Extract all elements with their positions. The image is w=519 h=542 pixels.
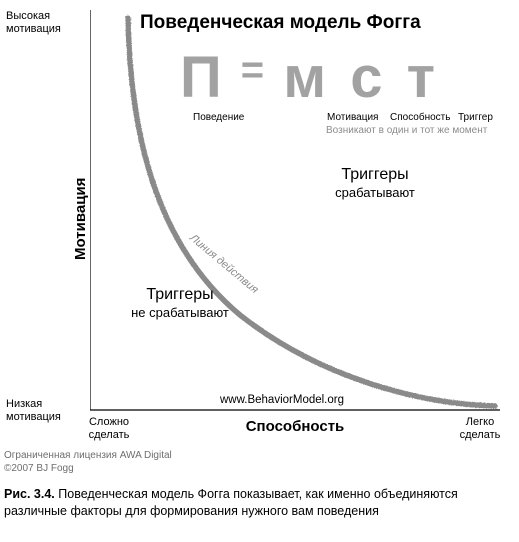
chart-title: Поведенческая модель Фогга: [140, 12, 421, 34]
region-above-l1: Триггеры: [310, 165, 440, 185]
formula-label-m: Мотивация: [327, 112, 378, 123]
y-tick-low: Низкаямотивация: [6, 398, 82, 424]
figure-caption-text: Поведенческая модель Фогга показывает, к…: [4, 487, 458, 518]
formula-label-s: Способность: [390, 112, 450, 123]
x-axis-label: Способность: [220, 418, 370, 435]
formula-subtitle: Возникают в один и тот же момент: [326, 125, 487, 136]
region-below: Триггеры не срабатывают: [115, 285, 245, 321]
fogg-model-chart: Поведенческая модель Фогга П = м с т Пов…: [90, 10, 500, 430]
region-above: Триггеры срабатывают: [310, 165, 440, 201]
y-axis-label: Мотивация: [72, 178, 89, 260]
formula: П = м с т: [180, 48, 439, 107]
license-text: Ограниченная лицензия AWA Digital ©2007 …: [4, 450, 172, 475]
license-line2: ©2007 BJ Fogg: [4, 463, 172, 476]
region-below-l2: не срабатывают: [115, 305, 245, 321]
x-tick-low: Сложносделать: [74, 416, 144, 442]
formula-label-p: Поведение: [193, 112, 244, 123]
formula-label-t: Триггер: [458, 112, 493, 123]
region-above-l2: срабатывают: [310, 185, 440, 201]
source-url: www.BehaviorModel.org: [220, 394, 344, 406]
y-tick-high: Высокаямотивация: [6, 10, 82, 36]
x-tick-high: Легкосделать: [450, 416, 510, 442]
figure-number: Рис. 3.4.: [4, 487, 55, 501]
region-below-l1: Триггеры: [115, 285, 245, 305]
figure-caption: Рис. 3.4. Поведенческая модель Фогга пок…: [4, 486, 514, 520]
license-line1: Ограниченная лицензия AWA Digital: [4, 450, 172, 463]
